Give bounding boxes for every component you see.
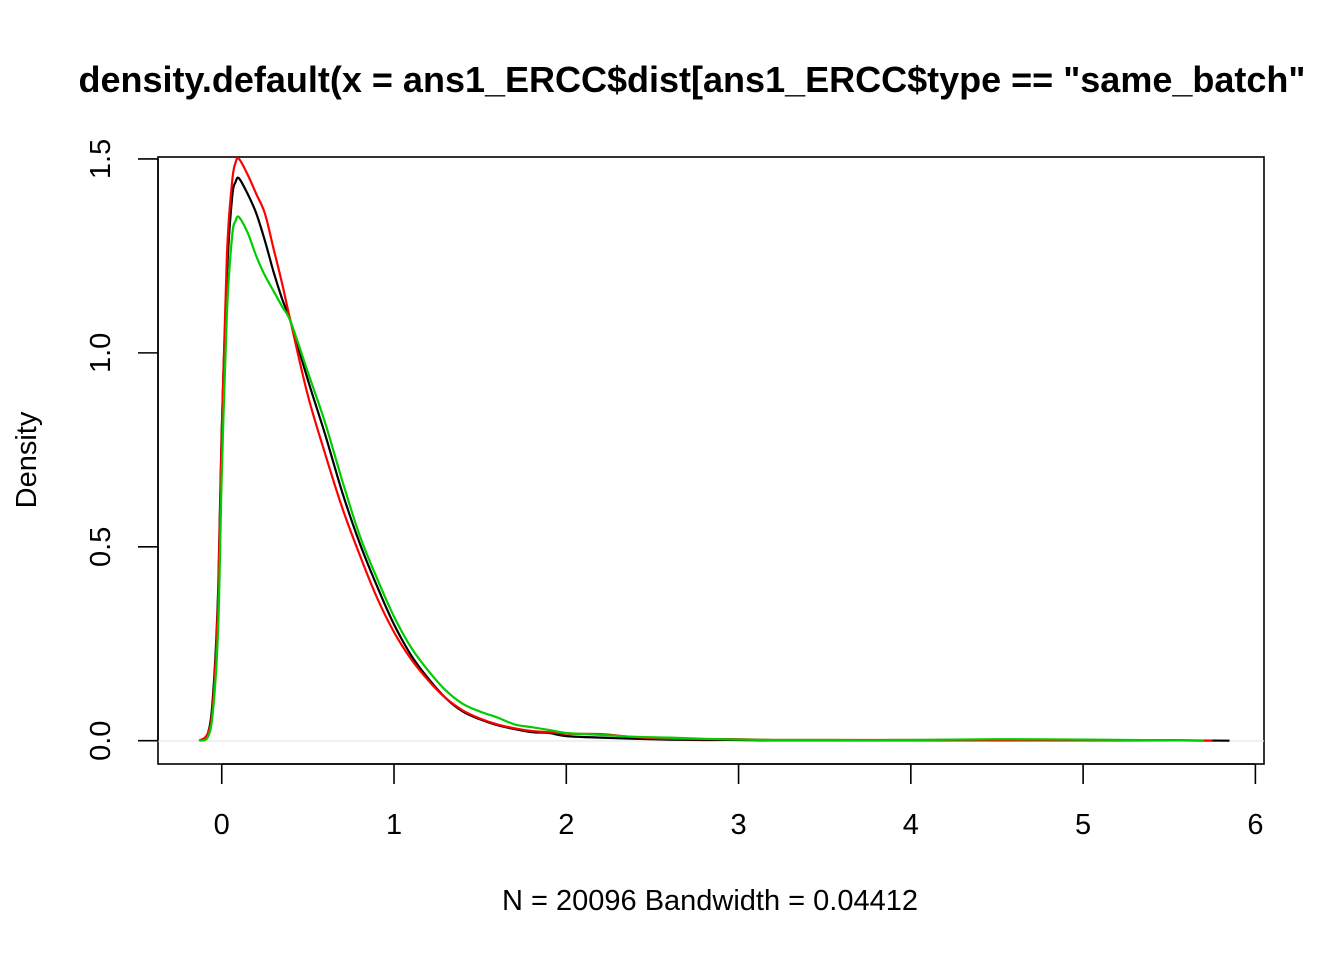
x-tick-label: 5 <box>1075 809 1091 841</box>
x-tick-label: 4 <box>903 809 919 841</box>
x-tick-label: 0 <box>214 809 230 841</box>
x-tick-label: 6 <box>1247 809 1263 841</box>
density-curve-2 <box>198 157 1213 742</box>
density-curve-1 <box>198 176 1230 742</box>
plot-area-border <box>157 156 1265 765</box>
chart-title: density.default(x = ans1_ERCC$dist[ans1_… <box>79 59 1306 100</box>
x-axis: 0 1 2 3 4 5 6 <box>214 763 1263 841</box>
y-axis: 0.0 0.5 1.0 1.5 <box>85 139 159 761</box>
y-tick-label: 0.0 <box>85 721 117 761</box>
y-axis-label: Density <box>11 411 43 508</box>
x-tick-label: 2 <box>558 809 574 841</box>
y-tick-label: 1.0 <box>85 333 117 373</box>
x-tick-label: 3 <box>730 809 746 841</box>
y-tick-label: 0.5 <box>85 527 117 567</box>
density-curve-3 <box>198 215 1204 742</box>
x-tick-label: 1 <box>386 809 402 841</box>
x-axis-label: N = 20096 Bandwidth = 0.04412 <box>502 885 918 917</box>
y-tick-label: 1.5 <box>85 139 117 179</box>
series-layer <box>198 157 1230 742</box>
